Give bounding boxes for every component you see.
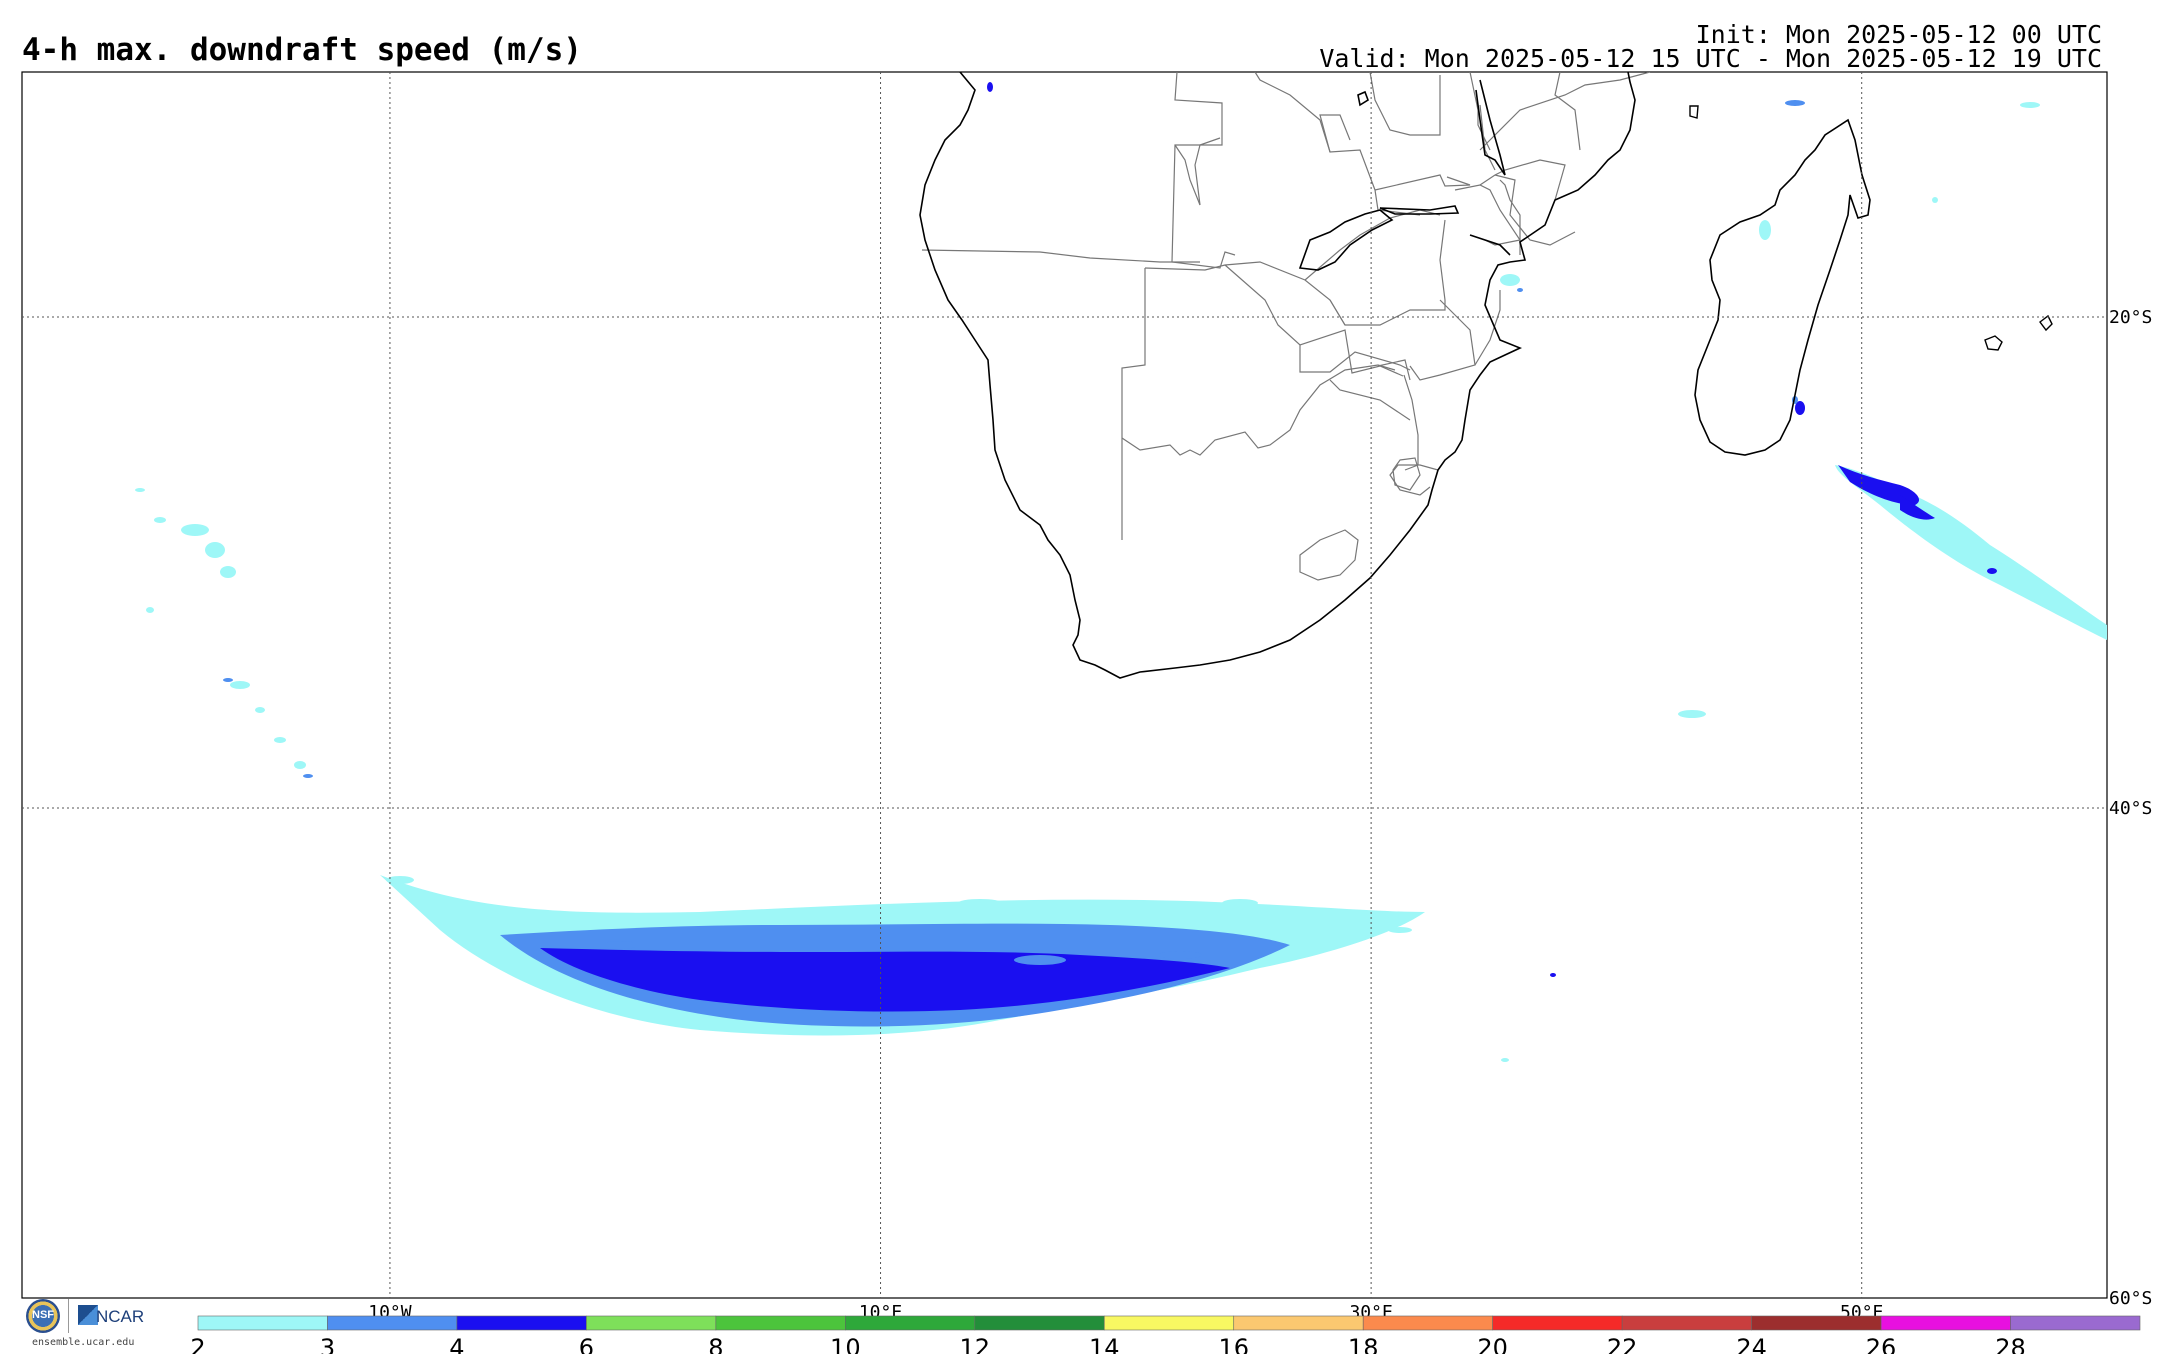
colorbar-tick-label: 18 bbox=[1348, 1334, 1379, 1354]
reunion-island bbox=[1984, 335, 2003, 351]
colorbar-tick-label: 8 bbox=[708, 1334, 723, 1354]
madagascar bbox=[1694, 118, 1871, 456]
nsf-label: NSF bbox=[32, 1309, 54, 1321]
colorbar-swatch bbox=[1621, 1315, 1752, 1331]
nsf-logo-icon bbox=[26, 1299, 60, 1333]
colorbar-tick-label: 24 bbox=[1736, 1334, 1767, 1354]
country-borders bbox=[921, 72, 1651, 540]
valid-time: Valid: Mon 2025-05-12 15 UTC - Mon 2025-… bbox=[1319, 44, 2102, 73]
colorbar-tick-label: 10 bbox=[830, 1334, 861, 1354]
colorbar-swatch bbox=[327, 1315, 458, 1331]
map-title: 4-h max. downdraft speed (m/s) bbox=[22, 32, 582, 68]
colorbar-swatch bbox=[845, 1315, 976, 1331]
coastline-africa bbox=[919, 72, 1636, 679]
logo-divider bbox=[68, 1299, 69, 1333]
downdraft-swath-south-atlantic bbox=[380, 875, 1425, 1036]
comoros-island bbox=[1689, 105, 1699, 119]
colorbar-tick-label: 28 bbox=[1995, 1334, 2026, 1354]
footer-logos: NSF NCAR ensemble.ucar.edu bbox=[24, 1297, 164, 1348]
latitude-label: 60°S bbox=[2109, 1288, 2152, 1309]
colorbar-tick-label: 16 bbox=[1218, 1334, 1249, 1354]
colorbar-swatch bbox=[456, 1315, 587, 1331]
latitude-label: 20°S bbox=[2109, 307, 2152, 328]
colorbar-swatch bbox=[1492, 1315, 1623, 1331]
colorbar-swatch bbox=[586, 1315, 717, 1331]
downdraft-cell-west-2 bbox=[303, 774, 313, 778]
eswatini-border bbox=[1392, 457, 1421, 491]
colorbar-tick-label: 22 bbox=[1607, 1334, 1638, 1354]
colorbar-tick-label: 4 bbox=[449, 1334, 464, 1354]
colorbar-tick-label: 20 bbox=[1477, 1334, 1508, 1354]
colorbar-tick-label: 3 bbox=[320, 1334, 335, 1354]
colorbar: 2 3 4 6 8 10 12 14 16 18 20 22 24 26 28 bbox=[190, 1315, 2141, 1354]
colorbar-tick-label: 12 bbox=[960, 1334, 991, 1354]
colorbar-swatch bbox=[1233, 1315, 1364, 1331]
colorbar-tick-label: 26 bbox=[1866, 1334, 1897, 1354]
map-frame bbox=[21, 71, 2108, 1299]
ncar-logo-icon bbox=[78, 1305, 98, 1325]
colorbar-swatch bbox=[1880, 1315, 2011, 1331]
colorbar-swatch bbox=[197, 1315, 328, 1331]
latitude-label: 40°S bbox=[2109, 798, 2152, 819]
colorbar-swatch bbox=[974, 1315, 1105, 1331]
colorbar-swatch bbox=[715, 1315, 846, 1331]
colorbar-swatch bbox=[2010, 1315, 2141, 1331]
colorbar-swatch bbox=[1362, 1315, 1493, 1331]
init-time: Init: Mon 2025-05-12 00 UTC bbox=[1695, 20, 2102, 49]
ncar-label: NCAR bbox=[96, 1307, 145, 1326]
downdraft-cells-west bbox=[135, 488, 306, 769]
colorbar-swatch bbox=[1751, 1315, 1882, 1331]
lesotho-border bbox=[1299, 529, 1359, 581]
colorbar-tick-label: 14 bbox=[1089, 1334, 1120, 1354]
site-url[interactable]: ensemble.ucar.edu bbox=[32, 1337, 135, 1348]
mauritius-island bbox=[2039, 314, 2053, 332]
colorbar-swatch bbox=[1103, 1315, 1235, 1331]
graticule bbox=[22, 72, 2107, 1298]
downdraft-cell-west-1 bbox=[223, 678, 233, 682]
colorbar-tick-label: 2 bbox=[190, 1334, 205, 1354]
colorbar-tick-label: 6 bbox=[579, 1334, 594, 1354]
downdraft-cells-east bbox=[987, 82, 2107, 1062]
